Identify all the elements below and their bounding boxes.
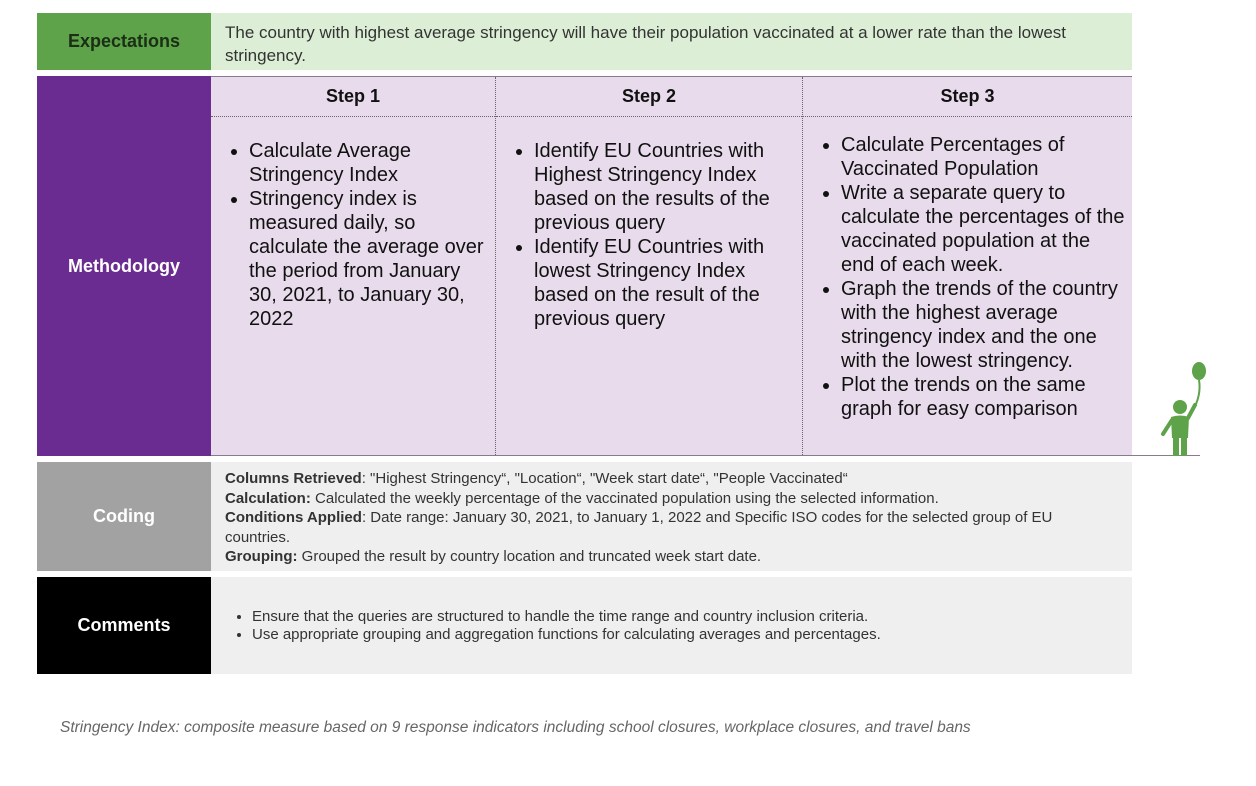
step-2-list: Identify EU Countries with Highest Strin… (496, 139, 802, 331)
expectations-text: The country with highest average stringe… (211, 13, 1132, 70)
step-3-header: Step 3 (803, 77, 1132, 117)
coding-conditions-applied: Conditions Applied: Date range: January … (225, 508, 1118, 547)
field-key: Columns Retrieved (225, 470, 362, 487)
field-key: Grouping: (225, 548, 298, 565)
step-3-column: Step 3 Calculate Percentages of Vaccinat… (803, 77, 1132, 455)
expectations-label: Expectations (37, 13, 211, 70)
field-value: Grouped the result by country location a… (301, 548, 762, 565)
list-item: Graph the trends of the country with the… (841, 277, 1126, 373)
comments-label: Comments (37, 577, 211, 674)
methodology-steps-table: Step 1 Calculate Average Stringency Inde… (211, 76, 1132, 456)
field-value: Calculated the weekly percentage of the … (315, 489, 939, 507)
list-item: Identify EU Countries with lowest String… (534, 235, 796, 331)
step-1-column: Step 1 Calculate Average Stringency Inde… (211, 77, 496, 455)
coding-columns-retrieved: Columns Retrieved: "Highest Stringency“,… (225, 469, 1118, 489)
separator-line (1132, 455, 1200, 456)
step-2-header: Step 2 (496, 77, 802, 117)
step-3-list: Calculate Percentages of Vaccinated Popu… (803, 133, 1132, 421)
list-item: Calculate Average Stringency Index (249, 139, 489, 187)
list-item: Ensure that the queries are structured t… (252, 608, 1118, 626)
field-key: Conditions Applied (225, 509, 362, 526)
person-with-balloon-icon (1161, 362, 1206, 456)
comments-list: Ensure that the queries are structured t… (225, 608, 1118, 644)
coding-calculation: Calculation: Calculated the weekly perce… (225, 489, 1118, 509)
separator: : (361, 470, 371, 487)
list-item: Write a separate query to calculate the … (841, 181, 1126, 277)
field-key: Calculation: (225, 489, 311, 507)
coding-grouping: Grouping: Grouped the result by country … (225, 547, 1118, 567)
list-item: Stringency index is measured daily, so c… (249, 187, 489, 331)
comments-content: Ensure that the queries are structured t… (211, 577, 1132, 674)
field-value: "Highest Stringency“, "Location“, "Week … (370, 470, 848, 487)
list-item: Use appropriate grouping and aggregation… (252, 626, 1118, 644)
footnote: Stringency Index: composite measure base… (60, 719, 971, 736)
list-item: Identify EU Countries with Highest Strin… (534, 139, 796, 235)
list-item: Plot the trends on the same graph for ea… (841, 373, 1126, 421)
methodology-label: Methodology (37, 76, 211, 456)
step-1-header: Step 1 (211, 77, 495, 117)
field-value: Date range: January 30, 2021, to January… (225, 509, 1053, 546)
step-1-list: Calculate Average Stringency Index Strin… (211, 139, 495, 331)
separator: : (361, 509, 371, 526)
list-item: Calculate Percentages of Vaccinated Popu… (841, 133, 1126, 181)
coding-details: Columns Retrieved: "Highest Stringency“,… (211, 462, 1132, 571)
coding-label: Coding (37, 462, 211, 571)
step-2-column: Step 2 Identify EU Countries with Highes… (496, 77, 803, 455)
